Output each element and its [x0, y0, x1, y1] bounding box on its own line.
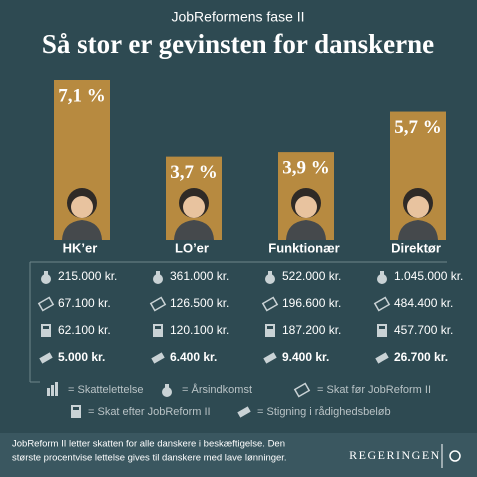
table-cell: 120.100 kr. — [170, 323, 229, 337]
icon — [37, 296, 55, 312]
category-label: LO’er — [175, 240, 209, 255]
person-head — [407, 196, 429, 218]
table-cell: 62.100 kr. — [58, 323, 111, 337]
legend-label: = Skat før JobReform II — [317, 384, 431, 396]
icon — [373, 296, 391, 312]
table-cell: 6.400 kr. — [170, 350, 217, 364]
bar — [390, 111, 446, 241]
icon — [149, 296, 167, 312]
icon — [43, 326, 49, 329]
legend-label: = Skat efter JobReform II — [88, 406, 211, 418]
person-head — [71, 196, 93, 218]
value-label: 7,1 % — [58, 85, 106, 106]
icon — [44, 271, 48, 275]
icon — [153, 324, 163, 337]
icon — [263, 352, 277, 364]
icon — [156, 271, 160, 275]
icon — [39, 352, 53, 364]
table-cell: 522.000 kr. — [282, 269, 341, 283]
table-cell: 187.200 kr. — [282, 323, 341, 337]
icon — [55, 382, 58, 396]
table-cell: 67.100 kr. — [58, 296, 111, 310]
person-body — [398, 220, 438, 240]
table-cell: 26.700 kr. — [394, 350, 448, 364]
icon — [268, 271, 272, 275]
icon — [293, 382, 311, 398]
person-body — [174, 220, 214, 240]
icon — [377, 274, 387, 284]
icon — [153, 274, 163, 284]
icon — [41, 274, 51, 284]
person-head — [183, 196, 205, 218]
footer — [0, 433, 477, 477]
category-label: Funktionær — [268, 240, 340, 255]
table-cell: 5.000 kr. — [58, 350, 105, 364]
legend-label: = Årsindkomst — [182, 383, 252, 396]
logo: REGERINGEN — [349, 448, 441, 462]
footer-text: største procentvise lettelse gives til d… — [12, 453, 287, 464]
icon — [267, 326, 273, 329]
icon — [47, 388, 50, 396]
category-label: HK’er — [63, 240, 98, 255]
person-body — [62, 220, 102, 240]
icon — [380, 271, 384, 275]
icon — [261, 296, 279, 312]
table-cell: 9.400 kr. — [282, 350, 329, 364]
category-label: Direktør — [391, 240, 441, 255]
value-label: 3,9 % — [282, 157, 330, 178]
icon — [377, 324, 387, 337]
subtitle: JobReformens fase II — [171, 9, 304, 25]
icon — [265, 324, 275, 337]
table-cell: 484.400 kr. — [394, 296, 453, 310]
table-cell: 126.500 kr. — [170, 296, 229, 310]
icon — [155, 326, 161, 329]
icon — [51, 385, 54, 396]
icon — [237, 406, 251, 418]
table-cell: 1.045.000 kr. — [394, 269, 463, 283]
table-cell: 361.000 kr. — [170, 269, 229, 283]
footer-text: JobReform II letter skatten for alle dan… — [12, 439, 285, 450]
icon — [73, 407, 79, 410]
table-cell: 457.700 kr. — [394, 323, 453, 337]
legend-label: = Skattelettelse — [68, 384, 144, 396]
value-label: 3,7 % — [170, 162, 218, 183]
table-cell: 196.600 kr. — [282, 296, 341, 310]
icon — [165, 384, 169, 388]
person-head — [295, 196, 317, 218]
icon — [265, 274, 275, 284]
icon — [151, 352, 165, 364]
icon — [379, 326, 385, 329]
value-label: 5,7 % — [394, 117, 442, 138]
chart-title: Så stor er gevinsten for danskerne — [42, 29, 434, 59]
icon — [375, 352, 389, 364]
icon — [71, 405, 81, 418]
icon — [162, 387, 172, 397]
table-cell: 215.000 kr. — [58, 269, 117, 283]
person-body — [286, 220, 326, 240]
legend-label: = Stigning i rådighedsbeløb — [257, 406, 391, 418]
logo-icon — [449, 450, 461, 462]
icon — [41, 324, 51, 337]
